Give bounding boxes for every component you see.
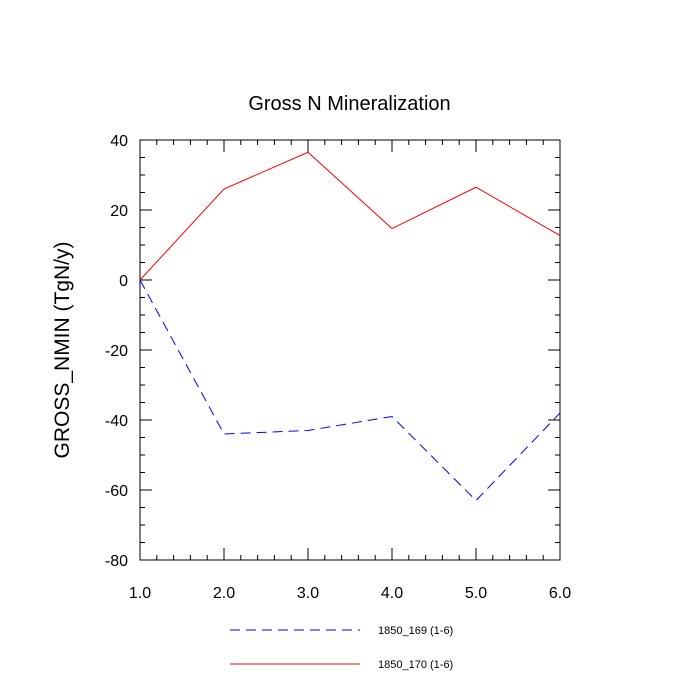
x-tick-label: 2.0 [213,585,235,602]
legend-label: 1850_169 (1-6) [378,625,453,637]
plot-frame [139,139,561,561]
legend: 1850_169 (1-6) 1850_170 (1-6) [230,625,453,671]
y-tick-labels: 40 20 0 -20 -40 -60 -80 [105,133,128,570]
legend-label: 1850_170 (1-6) [378,659,453,671]
y-tick-label: -40 [105,413,128,430]
y-tick-label: 40 [110,133,128,150]
x-tick-label: 5.0 [465,585,487,602]
chart-title: Gross N Mineralization [248,93,450,115]
series-line-2 [139,151,561,281]
y-tick-label: 20 [110,203,128,220]
x-tick-label: 4.0 [381,585,403,602]
y-tick-label: 0 [119,273,128,290]
series-line-1 [139,279,561,502]
series-lines [139,151,561,502]
x-tick-label: 6.0 [549,585,571,602]
axis-ticks [139,139,561,561]
x-tick-label: 1.0 [129,585,151,602]
x-tick-label: 3.0 [297,585,319,602]
y-axis-label: GROSS_NMIN (TgN/y) [51,241,74,458]
x-tick-labels: 1.0 2.0 3.0 4.0 5.0 6.0 [129,585,571,602]
y-tick-label: -20 [105,343,128,360]
y-tick-label: -80 [105,553,128,570]
y-tick-label: -60 [105,483,128,500]
